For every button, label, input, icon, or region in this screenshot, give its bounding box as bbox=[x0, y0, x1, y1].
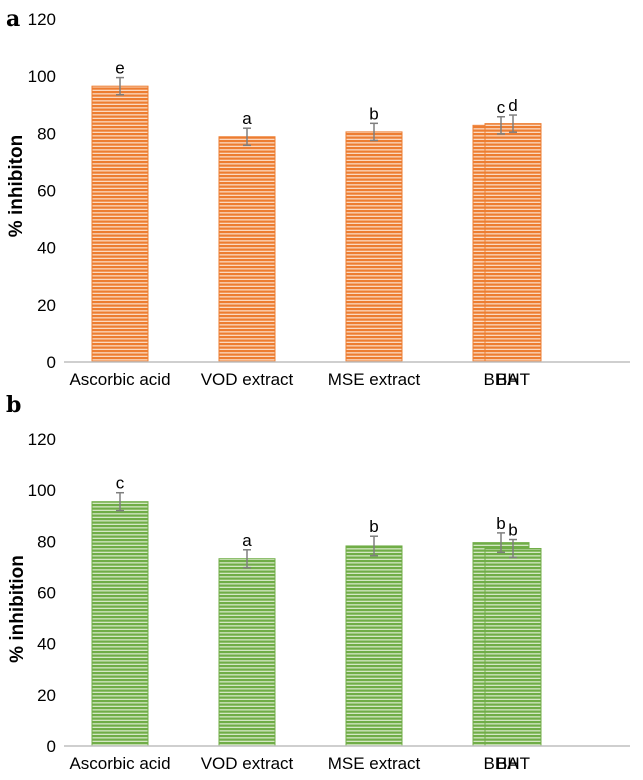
bar bbox=[345, 545, 403, 747]
category-label: VOD extract bbox=[201, 370, 294, 389]
category-label: BHT bbox=[496, 754, 530, 773]
error-bar bbox=[243, 549, 251, 569]
y-tick-label: 40 bbox=[37, 239, 56, 258]
panel-label: b bbox=[6, 392, 21, 418]
y-tick-label: 20 bbox=[37, 686, 56, 705]
bars bbox=[91, 501, 542, 747]
y-tick-label: 80 bbox=[37, 124, 56, 143]
error-bar bbox=[497, 116, 505, 135]
category-label: BHA bbox=[484, 370, 520, 389]
error-bar bbox=[243, 127, 251, 147]
significance-labels: cab b b bbox=[116, 474, 518, 550]
error-bar bbox=[509, 538, 517, 559]
bar bbox=[218, 136, 276, 363]
significance-label: b bbox=[496, 514, 505, 533]
chart-panel-a: a % inhibiton 0 20 40 60 80 100 120 e a b c d Asco… bbox=[6, 6, 630, 389]
y-tick-labels: 0 20 40 60 80 100 120 bbox=[28, 430, 56, 756]
y-tick-label: 60 bbox=[37, 584, 56, 603]
category-label: MSE extract bbox=[328, 754, 421, 773]
bar bbox=[484, 547, 542, 747]
significance-labels: e a b c d bbox=[115, 59, 517, 129]
bars bbox=[91, 85, 542, 363]
bar bbox=[91, 501, 149, 747]
y-tick-labels: 0 20 40 60 80 100 120 bbox=[28, 10, 56, 372]
significance-label: a bbox=[242, 109, 252, 128]
y-tick-label: 120 bbox=[28, 10, 56, 29]
category-label: Ascorbic acid bbox=[69, 754, 170, 773]
significance-label: b bbox=[508, 521, 517, 540]
panel-label: a bbox=[6, 6, 20, 32]
significance-label: e bbox=[115, 59, 124, 78]
category-label: BHT bbox=[496, 370, 530, 389]
significance-label: a bbox=[242, 531, 252, 550]
category-labels: Ascorbic acid VOD extract MSE extract BHABH… bbox=[69, 754, 530, 773]
bar bbox=[345, 131, 403, 363]
y-tick-label: 60 bbox=[37, 182, 56, 201]
y-tick-label: 80 bbox=[37, 532, 56, 551]
y-axis-label: % inhibition bbox=[7, 555, 28, 663]
error-bars bbox=[116, 76, 517, 147]
bar bbox=[91, 85, 149, 363]
significance-label: d bbox=[508, 96, 517, 115]
significance-label: b bbox=[369, 517, 378, 536]
y-tick-label: 100 bbox=[28, 481, 56, 500]
error-bar bbox=[370, 535, 378, 557]
error-bar bbox=[370, 122, 378, 142]
error-bars bbox=[116, 491, 517, 569]
y-tick-label: 100 bbox=[28, 67, 56, 86]
significance-label: b bbox=[369, 104, 378, 123]
y-axis-label: % inhibiton bbox=[6, 135, 27, 237]
category-label: Ascorbic acid bbox=[69, 370, 170, 389]
y-tick-label: 20 bbox=[37, 296, 56, 315]
y-tick-label: 0 bbox=[47, 737, 56, 756]
significance-label: c bbox=[116, 474, 125, 493]
error-bar bbox=[509, 114, 517, 133]
bar bbox=[484, 123, 542, 363]
y-tick-label: 120 bbox=[28, 430, 56, 449]
category-label: MSE extract bbox=[328, 370, 421, 389]
category-label: BHA bbox=[484, 754, 520, 773]
y-tick-label: 40 bbox=[37, 635, 56, 654]
error-bar bbox=[116, 76, 124, 96]
y-tick-label: 0 bbox=[47, 353, 56, 372]
bar bbox=[218, 558, 276, 747]
significance-label: c bbox=[497, 98, 506, 117]
category-label: VOD extract bbox=[201, 754, 294, 773]
error-bar bbox=[497, 532, 505, 554]
category-labels: Ascorbic acid VOD extract MSE extract BHABH… bbox=[69, 370, 530, 389]
error-bar bbox=[116, 491, 124, 512]
